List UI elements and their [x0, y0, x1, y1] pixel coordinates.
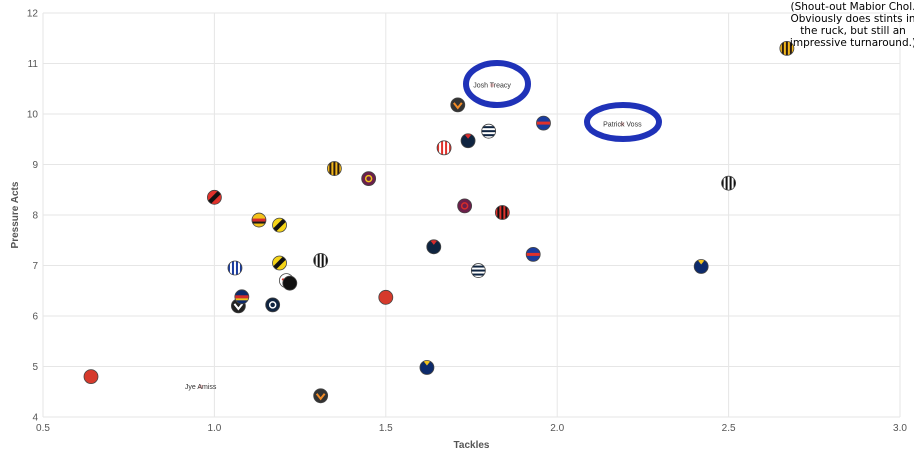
team-logo-point [419, 360, 435, 375]
x-tick-label: 1.0 [207, 423, 221, 434]
y-tick-label: 8 [32, 211, 38, 222]
x-tick-label: 3.0 [893, 423, 907, 434]
y-tick-label: 7 [32, 261, 38, 272]
team-logo-point [313, 253, 329, 268]
y-tick-label: 12 [27, 9, 39, 20]
highlight-circles [463, 60, 662, 142]
shout-out-note: (Shout-out Mabior Chol. Obviously does s… [790, 1, 914, 49]
grid-lines [42, 12, 901, 418]
team-logo-point [272, 255, 287, 271]
team-logo-point [326, 161, 342, 176]
point-marker [620, 122, 625, 127]
y-axis-label: Pressure Acts [10, 181, 21, 248]
team-logo-point [693, 259, 709, 274]
x-tick-label: 2.0 [550, 423, 564, 434]
team-logo-point [206, 189, 222, 205]
team-logo-point [265, 297, 281, 313]
team-logo-point [361, 171, 377, 187]
team-logo-point [536, 115, 551, 131]
note-line: impressive turnaround.) [790, 37, 914, 49]
highlight-circle-josh-treacy [463, 60, 531, 108]
point-label: Patrick Voss [603, 122, 642, 129]
team-logo-point [494, 205, 510, 220]
point-marker [490, 83, 495, 88]
point-label: Jye Amiss [185, 384, 217, 391]
team-logo-point [457, 198, 473, 214]
y-tick-label: 6 [32, 312, 38, 323]
point-josh-treacy: Josh Treacy [473, 83, 511, 90]
highlight-circle-patrick-voss [584, 102, 662, 142]
y-tick-label: 9 [32, 160, 38, 171]
point-jye-amiss: Jye Amiss [185, 384, 217, 391]
y-tick-label: 10 [27, 110, 39, 121]
x-axis-label: Tackles [454, 440, 490, 451]
note-line: (Shout-out Mabior Chol. [791, 1, 914, 13]
team-logo-point [721, 175, 736, 191]
team-logo-point [234, 289, 250, 305]
note-line: the ruck, but still an [800, 25, 906, 37]
team-logo-point [426, 239, 442, 255]
data-points: Jye Amiss Josh Treacy Patrick Voss [83, 40, 795, 404]
x-tick-label: 2.5 [722, 423, 736, 434]
team-logo-point [779, 40, 795, 56]
note-line: Obviously does stints in [790, 13, 914, 25]
point-marker [198, 384, 203, 389]
y-tick-label: 11 [28, 59, 39, 70]
team-logo-point [227, 260, 243, 276]
team-logo-point [313, 388, 329, 404]
x-tick-label: 0.5 [36, 423, 50, 434]
x-tick-label: 1.5 [379, 423, 393, 434]
team-logo-point [460, 133, 476, 149]
point-patrick-voss: Patrick Voss [603, 122, 642, 129]
team-logo-point [436, 140, 452, 156]
team-logo-point [450, 97, 466, 113]
team-logo-point [481, 123, 497, 139]
team-logo-point [251, 212, 267, 228]
y-tick-label: 4 [32, 413, 38, 424]
team-logo-point [282, 275, 298, 291]
team-logo-point [272, 217, 287, 233]
y-tick-label: 5 [32, 362, 38, 373]
team-logo-point [83, 369, 99, 385]
team-logo-point [525, 246, 541, 262]
team-logo-point [378, 289, 394, 305]
axis-ticks: 0.5 1.0 1.5 2.0 2.5 3.0 4 5 6 7 8 9 10 11 12 [27, 9, 908, 435]
point-label: Josh Treacy [473, 83, 511, 90]
team-logo-point [470, 263, 486, 278]
